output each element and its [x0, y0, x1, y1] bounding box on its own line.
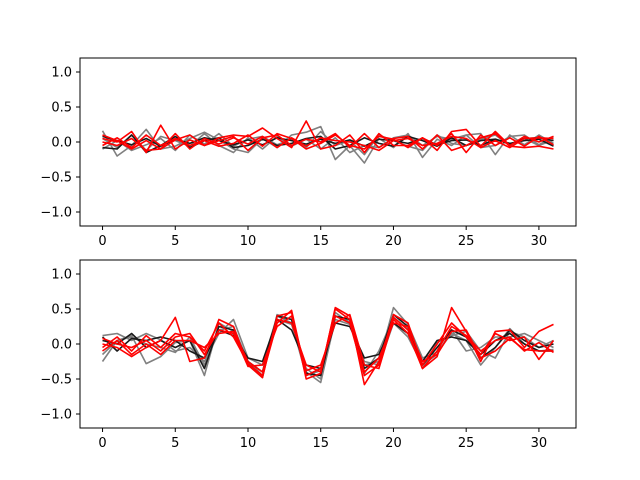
y-tick-label: 1.0 — [51, 66, 72, 81]
y-tick-label: 0.5 — [51, 101, 72, 116]
y-tick-label: −1.0 — [40, 206, 72, 221]
x-tick-label: 15 — [312, 436, 329, 451]
y-tick-label: 0.0 — [51, 136, 72, 151]
x-tick-label: 10 — [240, 234, 257, 249]
series-line-red-8 — [102, 132, 554, 152]
x-tick-label: 25 — [458, 234, 475, 249]
x-tick-label: 5 — [171, 234, 179, 249]
series-group — [101, 306, 555, 386]
x-tick-label: 30 — [531, 436, 548, 451]
x-tick-label: 30 — [531, 234, 548, 249]
x-tick-label: 10 — [240, 436, 257, 451]
y-tick-label: 0.5 — [51, 303, 72, 318]
series-line-red-5 — [102, 120, 554, 154]
x-tick-label: 20 — [385, 436, 402, 451]
series-line-red-8 — [102, 308, 554, 373]
x-tick-label: 25 — [458, 436, 475, 451]
x-tick-label: 20 — [385, 234, 402, 249]
y-tick-label: −0.5 — [40, 171, 72, 186]
series-group — [101, 120, 554, 164]
y-tick-label: −1.0 — [40, 408, 72, 423]
top-subplot: 0 5 10 15 20 25 30 −1.0 −0.5 0.0 0.5 1.0 — [40, 57, 577, 249]
y-tick-label: 1.0 — [51, 268, 72, 283]
y-tick-label: 0.0 — [51, 338, 72, 353]
x-tick-label: 0 — [98, 436, 106, 451]
x-tick-label: 0 — [98, 234, 106, 249]
bottom-subplot: 0 5 10 15 20 25 30 −1.0 −0.5 0.0 0.5 1.0 — [40, 259, 577, 451]
x-tick-label: 15 — [312, 234, 329, 249]
y-tick-label: −0.5 — [40, 373, 72, 388]
x-tick-label: 5 — [171, 436, 179, 451]
